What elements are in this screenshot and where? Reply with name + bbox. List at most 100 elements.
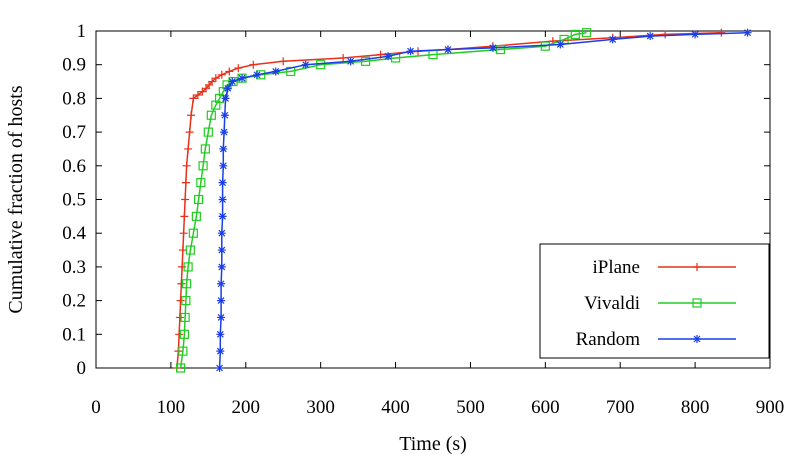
data-point	[181, 296, 191, 306]
data-point	[225, 67, 234, 76]
y-tick-label: 0.3	[62, 257, 86, 278]
data-point	[208, 77, 217, 86]
data-point	[178, 346, 188, 356]
series-layer	[172, 28, 752, 373]
legend-item-iplane: iPlane	[593, 257, 736, 278]
x-axis: 0 100 200 300 400 500 600 700 800 900	[91, 31, 784, 418]
data-point	[175, 330, 184, 339]
data-point	[443, 45, 452, 54]
data-point	[185, 245, 195, 255]
data-point	[185, 128, 194, 137]
y-tick-label: 0.7	[62, 122, 86, 143]
data-point	[249, 60, 258, 69]
data-point	[488, 43, 497, 52]
data-point	[384, 52, 393, 61]
data-point	[217, 313, 226, 322]
data-point	[203, 127, 213, 137]
data-point	[200, 144, 210, 154]
data-point	[556, 40, 565, 49]
data-point	[217, 229, 226, 238]
y-tick-label: 0.8	[62, 88, 86, 109]
series-vivaldi	[176, 28, 592, 373]
legend-marker	[693, 263, 701, 271]
data-point	[271, 67, 280, 76]
data-point	[217, 279, 226, 288]
data-point	[193, 91, 202, 100]
data-point	[570, 29, 580, 39]
data-point	[219, 161, 228, 170]
data-point	[177, 279, 186, 288]
data-point	[218, 178, 227, 187]
data-point	[216, 347, 225, 356]
data-point	[179, 229, 188, 238]
data-point	[217, 296, 226, 305]
data-point	[178, 246, 187, 255]
data-point	[279, 57, 288, 66]
data-point	[220, 111, 229, 120]
data-point	[316, 60, 326, 70]
y-tick-label: 1	[77, 21, 87, 42]
data-point	[218, 212, 227, 221]
data-point	[228, 77, 237, 86]
data-point	[206, 110, 216, 120]
y-axis: 0 0.1 0.2 0.3 0.4 0.5 0.6 0.7 0.8 0.9 1	[62, 21, 770, 379]
legend-label: iPlane	[593, 257, 641, 278]
data-point	[180, 312, 190, 323]
x-tick-label: 400	[381, 397, 410, 418]
data-point	[176, 296, 185, 305]
x-tick-label: 700	[606, 397, 635, 418]
data-point	[181, 178, 190, 187]
legend-item-random: Random	[576, 329, 736, 350]
data-point	[184, 144, 193, 153]
data-point	[193, 194, 204, 205]
y-tick-label: 0.4	[62, 223, 86, 244]
legend-item-vivaldi: Vivaldi	[584, 293, 736, 314]
data-point	[217, 262, 226, 271]
data-point	[217, 246, 226, 255]
data-point	[189, 94, 198, 103]
legend-marker	[693, 335, 701, 343]
x-tick-label: 200	[232, 397, 261, 418]
y-axis-title: Cumulative fraction of hosts	[5, 85, 27, 314]
data-point	[217, 70, 226, 79]
data-point	[253, 70, 262, 79]
data-point	[220, 128, 229, 137]
data-point	[182, 161, 191, 170]
data-point	[238, 74, 247, 83]
data-point	[661, 30, 670, 39]
x-tick-label: 300	[306, 397, 335, 418]
data-point	[221, 94, 230, 103]
data-point	[339, 53, 348, 62]
data-point	[176, 363, 186, 373]
data-point	[175, 313, 184, 322]
legend-label: Vivaldi	[584, 293, 640, 314]
data-point	[187, 111, 196, 120]
data-point	[178, 262, 187, 271]
data-point	[691, 30, 700, 39]
x-tick-label: 900	[756, 397, 785, 418]
series-line-vivaldi	[179, 31, 587, 369]
data-point	[219, 144, 228, 153]
data-point	[216, 330, 225, 339]
data-point	[180, 212, 189, 221]
legend-box	[539, 243, 770, 359]
legend: iPlane Vivaldi Random	[539, 243, 770, 359]
data-point	[196, 178, 206, 188]
data-point	[406, 47, 415, 56]
data-point	[218, 195, 227, 204]
data-point	[215, 364, 224, 372]
data-point	[743, 28, 752, 37]
data-point	[234, 64, 243, 73]
data-point	[608, 35, 617, 44]
x-tick-label: 100	[157, 397, 186, 418]
data-point	[361, 56, 371, 66]
data-point	[179, 329, 189, 339]
y-tick-label: 0.9	[62, 55, 86, 76]
data-point	[301, 60, 310, 69]
data-point	[223, 84, 232, 93]
x-tick-label: 0	[91, 397, 101, 418]
legend-marker	[692, 298, 702, 308]
y-tick-label: 0.1	[62, 324, 86, 345]
y-tick-label: 0.5	[62, 190, 86, 211]
data-point	[581, 28, 592, 38]
